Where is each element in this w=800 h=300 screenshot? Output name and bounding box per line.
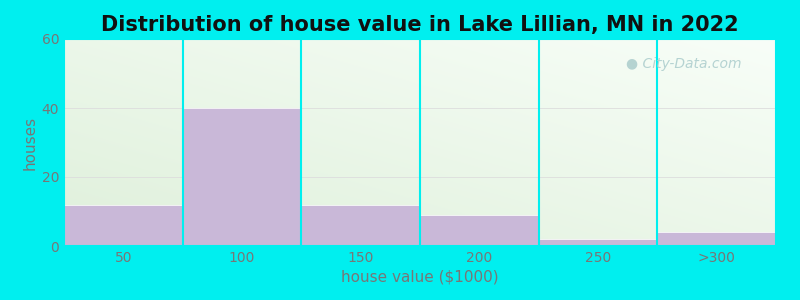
Text: ● City-Data.com: ● City-Data.com (626, 57, 741, 71)
Bar (302, 205, 420, 246)
X-axis label: house value ($1000): house value ($1000) (341, 269, 499, 284)
Bar (64, 205, 182, 246)
Bar (658, 232, 776, 246)
Title: Distribution of house value in Lake Lillian, MN in 2022: Distribution of house value in Lake Lill… (101, 15, 739, 35)
Bar (182, 108, 302, 246)
Bar (538, 239, 658, 246)
Y-axis label: houses: houses (22, 116, 38, 169)
Bar (420, 215, 538, 246)
